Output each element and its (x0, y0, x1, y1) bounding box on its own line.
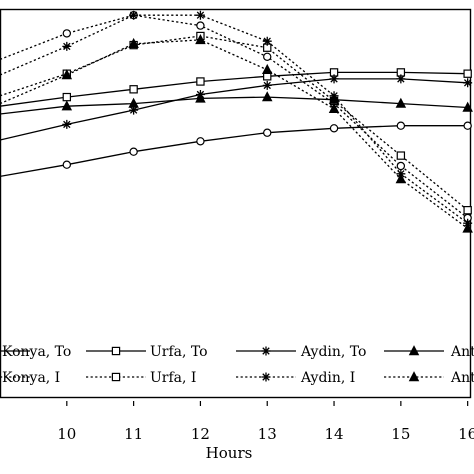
series-antalya-to (0, 91, 473, 115)
legend: Konya, To Urfa, To Aydin, To Ant Konya, I Urf… (0, 344, 474, 386)
data-point-antalya-i (261, 63, 273, 74)
data-point-antalya-to (195, 92, 206, 103)
data-point-aydin-to (329, 74, 339, 84)
legend-label: Ant (450, 370, 474, 386)
legend-entry-antalya-i: Ant (384, 370, 474, 386)
data-point-aydin-to (129, 105, 139, 115)
legend-marker (111, 372, 121, 382)
legend-marker (261, 346, 271, 356)
legend-label: Urfa, To (150, 344, 208, 360)
x-axis: 10 11 12 13 14 15 16 (57, 401, 474, 443)
legend-label: Aydin, To (300, 344, 367, 360)
data-point-konya-to (196, 137, 205, 146)
data-point-konya-to (129, 147, 138, 156)
plot-frame (0, 8, 472, 399)
series-line-aydin-to (0, 78, 468, 141)
series-urfa-to (0, 68, 472, 107)
data-point-aydin-to (62, 119, 72, 129)
data-point-aydin-i (195, 10, 205, 20)
x-tick-label: 12 (191, 425, 210, 443)
data-point-antalya-to (61, 100, 73, 111)
data-point-antalya-i (395, 173, 407, 184)
data-point-aydin-to (396, 74, 406, 84)
legend-entry-konya-to: Konya, To (0, 344, 71, 360)
data-point-urfa-i (463, 206, 472, 215)
series-line-urfa-i (0, 35, 469, 211)
data-point-urfa-to (196, 77, 205, 86)
legend-entry-antalya-to: Ant (384, 344, 474, 360)
data-point-urfa-to (463, 69, 472, 78)
data-point-antalya-i (462, 222, 473, 233)
x-tick-label: 13 (258, 425, 277, 443)
data-point-antalya-i (128, 37, 139, 48)
legend-marker (261, 372, 271, 382)
data-point-antalya-i (61, 69, 73, 80)
data-point-antalya-i (195, 34, 206, 45)
data-point-konya-to (62, 160, 72, 169)
series-konya-i (0, 11, 472, 223)
series-layer (0, 10, 473, 233)
legend-marker (408, 371, 420, 382)
data-point-aydin-i (262, 36, 272, 46)
legend-label: Urfa, I (150, 370, 196, 386)
data-point-antalya-to (128, 97, 139, 108)
data-point-aydin-to (262, 80, 272, 90)
data-point-konya-i (396, 161, 406, 171)
plot-border (0, 8, 472, 399)
legend-entry-aydin-to: Aydin, To (236, 344, 367, 360)
data-point-konya-i (196, 21, 205, 30)
data-point-konya-to (263, 128, 272, 137)
x-axis-title: Hours (206, 444, 253, 462)
series-antalya-i (0, 34, 473, 233)
legend-marker (408, 345, 420, 356)
data-point-aydin-i (62, 41, 72, 51)
series-line-antalya-i (0, 39, 469, 229)
legend-label: Konya, To (2, 344, 71, 360)
data-point-antalya-to (462, 101, 473, 112)
legend-label: Aydin, I (300, 370, 355, 386)
data-point-konya-i (62, 29, 72, 38)
data-point-konya-to (463, 121, 472, 130)
data-point-aydin-to (463, 78, 473, 88)
data-point-konya-to (329, 124, 339, 133)
legend-label: Ant (450, 344, 474, 360)
series-aydin-i (0, 10, 473, 228)
data-point-urfa-to (62, 92, 72, 102)
series-konya-to (0, 121, 472, 178)
data-point-konya-to (396, 121, 406, 130)
series-line-konya-to (0, 125, 468, 178)
legend-entry-urfa-i: Urfa, I (86, 370, 196, 386)
data-point-antalya-i (328, 102, 340, 113)
data-point-urfa-i (396, 151, 406, 160)
data-point-urfa-to (129, 85, 138, 94)
data-point-antalya-to (261, 91, 273, 102)
data-point-antalya-to (395, 97, 407, 108)
series-line-antalya-to (0, 96, 468, 115)
series-line-aydin-i (0, 14, 469, 224)
legend-marker (111, 346, 121, 356)
x-tick-label: 11 (124, 425, 143, 443)
x-tick-label: 16 (458, 425, 474, 443)
x-tick-label: 14 (324, 425, 343, 443)
x-tick-label: 10 (57, 425, 76, 443)
legend-entry-konya-i: Konya, I (0, 370, 60, 386)
legend-label: Konya, I (2, 370, 60, 386)
legend-entry-aydin-i: Aydin, I (236, 370, 355, 386)
series-line-urfa-to (0, 71, 468, 107)
x-tick-label: 15 (391, 425, 410, 443)
data-point-konya-i (263, 52, 272, 62)
series-line-konya-i (0, 14, 469, 219)
legend-entry-urfa-to: Urfa, To (86, 344, 208, 360)
data-point-aydin-i (129, 10, 139, 20)
